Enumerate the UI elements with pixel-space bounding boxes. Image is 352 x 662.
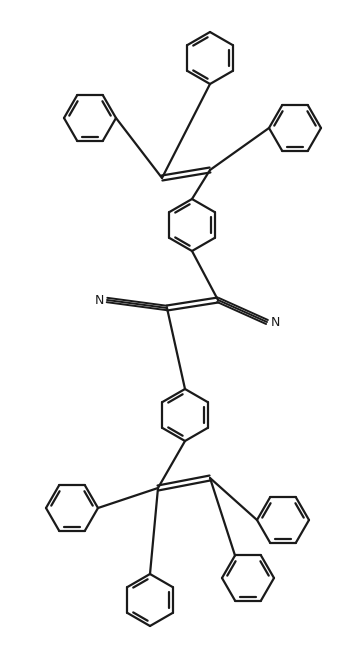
Text: N: N bbox=[270, 316, 280, 328]
Text: N: N bbox=[94, 293, 104, 307]
